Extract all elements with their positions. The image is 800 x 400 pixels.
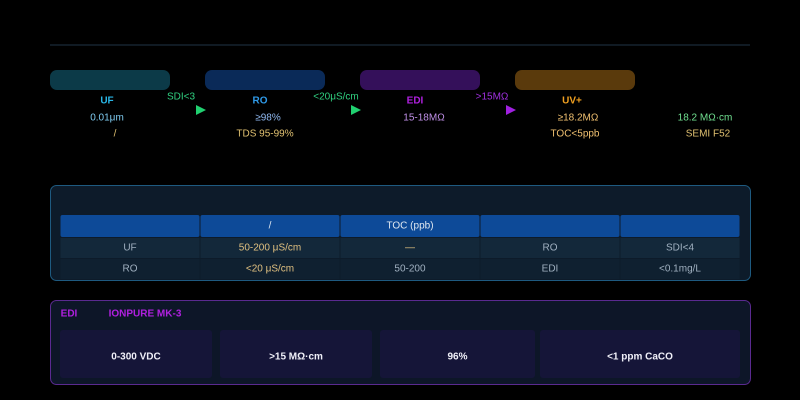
cards: 0-300 VDC >15 MΩ·cm 96% <1 ppm CaCO: [60, 330, 740, 378]
transitions: SDI<3 <20μS/cm >15MΩ: [167, 92, 516, 115]
card: [220, 330, 372, 378]
cell-text: UF: [123, 243, 136, 254]
stage-bar: [50, 70, 170, 90]
stages: UF 0.01μm / RO ≥98% TDS 95-99% EDI 15-18…: [50, 70, 635, 140]
cell-text: 50-200 μS/cm: [239, 243, 301, 254]
cell-text: <20 μS/cm: [246, 264, 294, 275]
cell-text: SDI<4: [666, 243, 695, 254]
transition-label: SDI<3: [167, 92, 196, 103]
stage-name: EDI: [407, 96, 424, 107]
table-cell: [200, 238, 340, 258]
table-cell: [200, 259, 340, 279]
arrow: [351, 105, 361, 115]
stage-note: TOC<5ppb: [550, 129, 599, 140]
table-cell: [60, 238, 200, 258]
stage-bar: [205, 70, 325, 90]
panel-title: EDI: [61, 309, 78, 320]
stage-name: UV+: [562, 96, 582, 107]
stage-spec: 15-18MΩ: [403, 113, 445, 124]
card-text: <1 ppm CaCO: [607, 352, 673, 363]
arrow: [506, 105, 516, 115]
cell-text: RO: [543, 243, 558, 254]
table-cell: [480, 238, 620, 258]
stage-spec: 0.01μm: [90, 113, 124, 124]
card: [540, 330, 740, 378]
header-cell: [480, 215, 620, 237]
stage-bar: [360, 70, 480, 90]
card: [380, 330, 535, 378]
header-cell: [340, 215, 480, 237]
output-spec: 18.2 MΩ·cm: [678, 113, 733, 124]
card-text: >15 MΩ·cm: [269, 352, 323, 363]
stage-spec: ≥18.2MΩ: [558, 113, 599, 124]
header-text: TOC (ppb): [386, 221, 433, 232]
stage-name: UF: [100, 96, 113, 107]
arrow: [196, 105, 206, 115]
header-cell: [60, 215, 200, 237]
transition-label: <20μS/cm: [313, 92, 359, 103]
table-cell: [340, 238, 480, 258]
output-standard: SEMI F52: [686, 129, 731, 140]
edi-panel: EDI IONPURE MK-3 0-300 VDC >15 MΩ·cm 96% <1…: [50, 300, 751, 385]
stage-note: /: [114, 129, 117, 140]
transition-label: >15MΩ: [476, 92, 509, 103]
card-text: 96%: [447, 352, 467, 363]
stage-spec: ≥98%: [255, 113, 281, 124]
cell-text: —: [405, 243, 415, 254]
table-cell: [480, 259, 620, 279]
table-cell: [620, 238, 740, 258]
cell-text: 50-200: [394, 264, 426, 275]
panel-model: IONPURE MK-3: [109, 309, 182, 320]
header-cell: [200, 215, 340, 237]
header-cell: [620, 215, 740, 237]
card: [60, 330, 212, 378]
card-text: 0-300 VDC: [111, 352, 160, 363]
stage-note: TDS 95-99%: [236, 129, 293, 140]
table-cell: [620, 259, 740, 279]
stage-bar: [515, 70, 635, 90]
table-panel: / TOC (ppb) UF 50-200 μS/cm — RO SDI<4 RO <20 μS…: [50, 185, 751, 281]
cell-text: <0.1mg/L: [659, 264, 701, 275]
header-text: /: [269, 221, 272, 232]
table-cell: [60, 259, 200, 279]
table-cell: [340, 259, 480, 279]
table: / TOC (ppb) UF 50-200 μS/cm — RO SDI<4 RO <20 μS…: [60, 215, 740, 279]
cell-text: RO: [123, 264, 138, 275]
stage-name: RO: [253, 96, 268, 107]
cell-text: EDI: [542, 264, 559, 275]
